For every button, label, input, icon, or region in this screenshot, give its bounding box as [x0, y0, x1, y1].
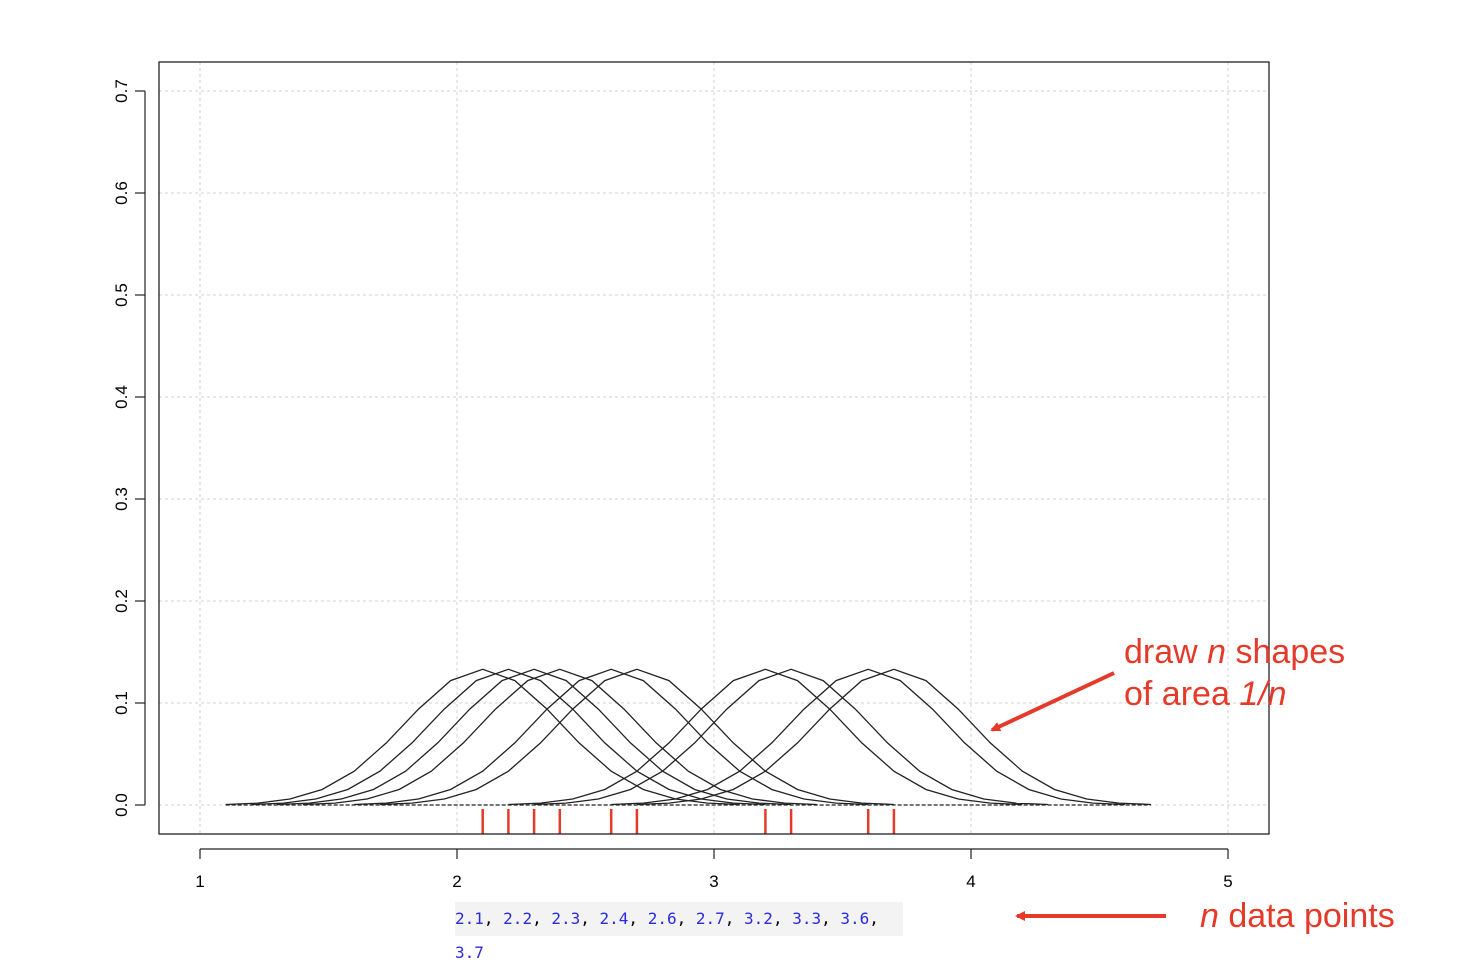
- data-value-separator: ,: [869, 909, 879, 928]
- data-value: 2.1: [455, 909, 484, 928]
- shapes-annotation-line2: of area 1/n: [1124, 675, 1287, 713]
- plot-frame: [158, 61, 1270, 835]
- axes: 1 2 3 4 5 0.0 0.1 0.2 0.3 0.4 0.5 0.6 0.7: [112, 79, 1233, 891]
- x-tick-label: 1: [195, 872, 204, 891]
- kernel-curve: [636, 668, 1151, 806]
- data-value: 2.3: [551, 909, 581, 928]
- data-value: 3.2: [744, 909, 773, 928]
- data-value: 2.6: [647, 909, 677, 928]
- data-values-strip: 2.1, 2.2, 2.3, 2.4, 2.6, 2.7, 3.2, 3.3, …: [455, 902, 903, 962]
- y-tick-label: 0.6: [112, 181, 131, 205]
- y-tick-label: 0.2: [112, 589, 131, 613]
- data-value: 2.7: [695, 909, 725, 928]
- kernel-curve: [302, 668, 817, 806]
- data-value: 2.2: [503, 909, 533, 928]
- y-tick-label: 0.0: [112, 793, 131, 817]
- data-value-separator: ,: [676, 909, 696, 928]
- data-value-separator: ,: [483, 909, 504, 928]
- y-tick-label: 0.1: [112, 691, 131, 715]
- kernel-curve: [611, 668, 1126, 806]
- kernel-curve: [225, 668, 740, 806]
- data-value-separator: ,: [821, 909, 841, 928]
- y-tick-label: 0.3: [112, 487, 131, 511]
- data-points-annotation: n data points: [1200, 897, 1395, 935]
- data-value: 3.7: [455, 943, 484, 962]
- shapes-arrow: [990, 671, 1115, 732]
- kernel-curve: [251, 668, 766, 806]
- data-value-separator: ,: [532, 909, 552, 928]
- y-tick-label: 0.7: [112, 79, 131, 103]
- x-tick-label: 3: [709, 872, 718, 891]
- x-tick-label: 4: [966, 872, 975, 891]
- data-value-separator: ,: [580, 909, 600, 928]
- data-value-separator: ,: [724, 909, 745, 928]
- kernel-curve: [508, 668, 1023, 806]
- grid-lines: [159, 62, 1269, 834]
- x-tick-label: 2: [452, 872, 461, 891]
- data-value: 2.4: [599, 909, 629, 928]
- shapes-annotation-line1: draw n shapes: [1124, 633, 1346, 671]
- data-value-separator: ,: [628, 909, 648, 928]
- kernel-curve: [379, 668, 894, 806]
- x-tick-label: 5: [1223, 872, 1232, 891]
- shapes-annotation: draw n shapes of area 1/n: [1124, 631, 1345, 715]
- data-value-separator: ,: [772, 909, 793, 928]
- y-tick-label: 0.4: [112, 385, 131, 409]
- data-value: 3.3: [792, 909, 822, 928]
- kernel-curves: [225, 668, 1151, 806]
- kernel-curve: [534, 668, 1049, 806]
- rug-ticks: [481, 809, 896, 834]
- kernel-curve: [277, 668, 792, 806]
- data-value: 3.6: [840, 909, 870, 928]
- kernel-curve: [354, 668, 869, 806]
- y-tick-label: 0.5: [112, 283, 131, 307]
